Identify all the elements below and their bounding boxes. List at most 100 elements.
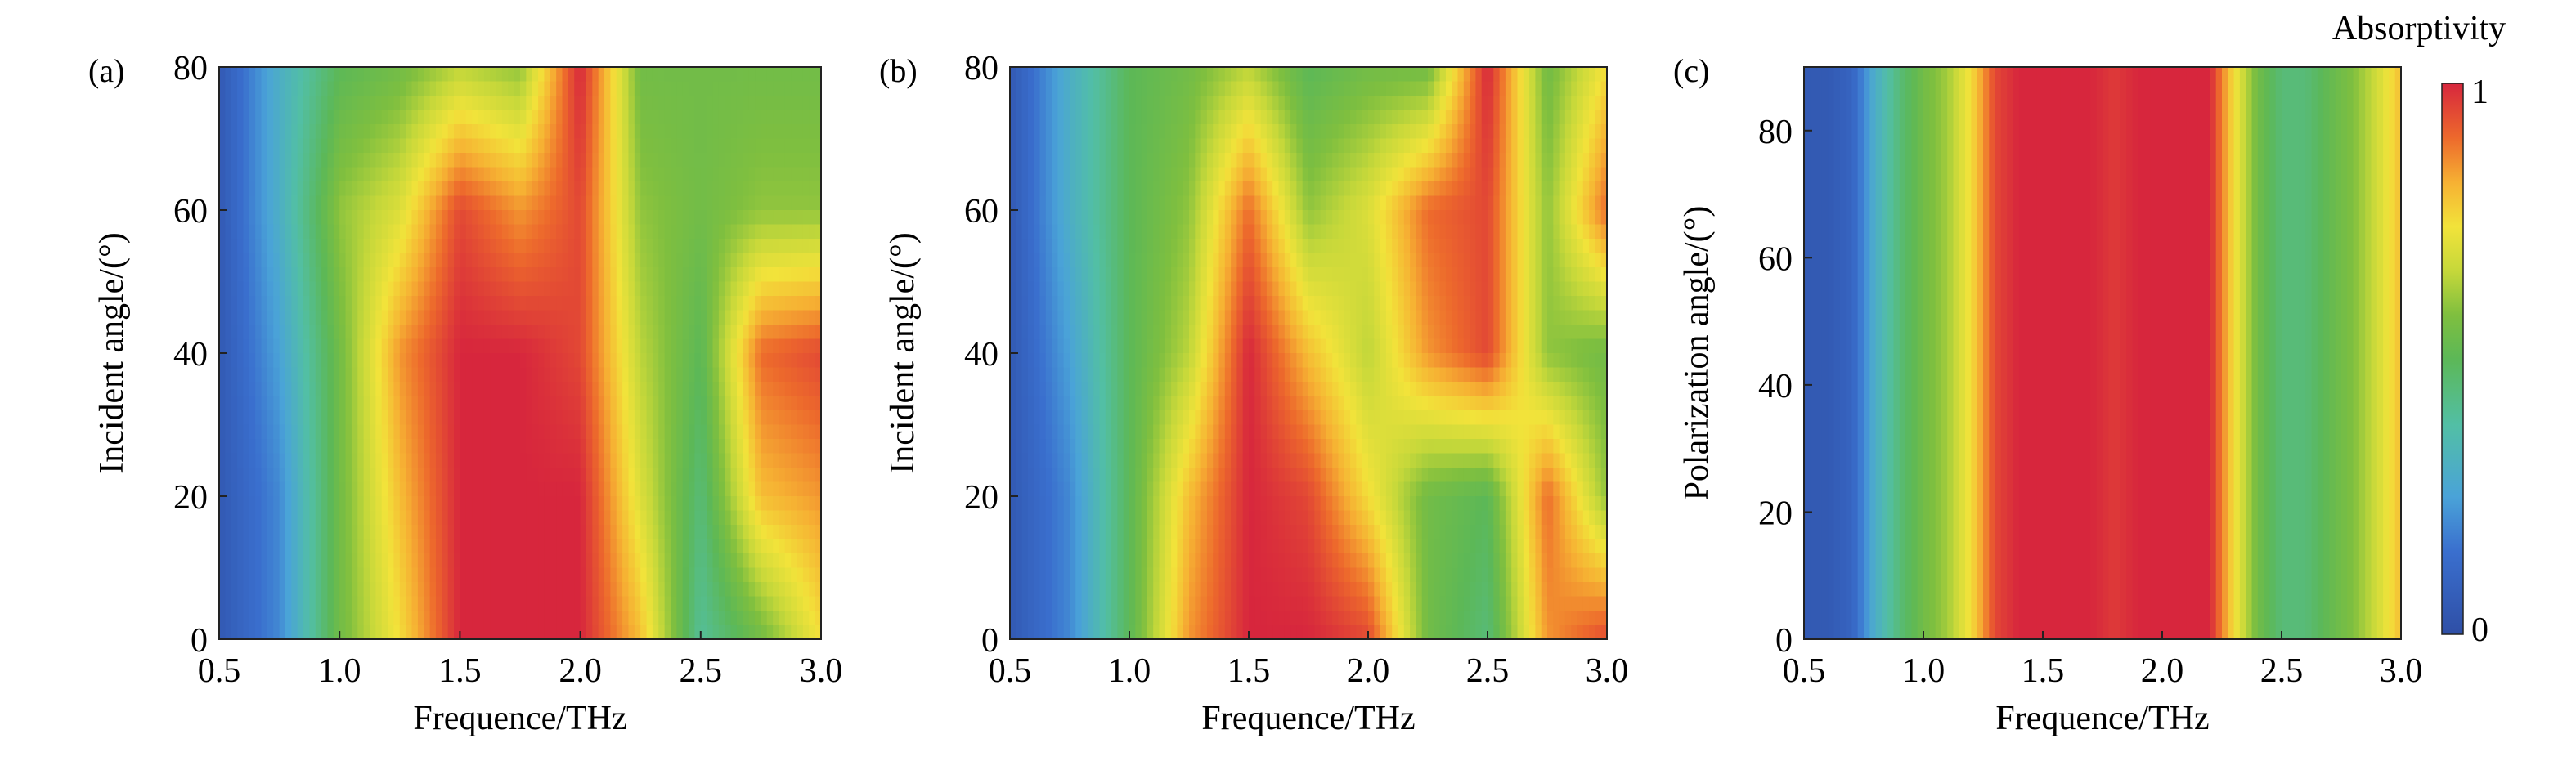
heatmap-cell (352, 353, 358, 368)
heatmap-cell (586, 511, 593, 526)
heatmap-cell (1392, 96, 1398, 110)
heatmap-cell (1314, 110, 1321, 125)
heatmap-cell (316, 396, 322, 411)
heatmap-cell (749, 210, 756, 225)
heatmap-cell (262, 139, 268, 154)
heatmap-cell (346, 611, 352, 625)
heatmap-cell (653, 611, 659, 625)
heatmap-cell (1213, 139, 1219, 154)
heatmap-cell (321, 482, 328, 497)
heatmap-cell (622, 67, 629, 82)
heatmap-cell (761, 210, 767, 225)
heatmap-cell (496, 396, 503, 411)
heatmap-cell (255, 625, 262, 640)
heatmap-cell (767, 82, 774, 96)
heatmap-cell (628, 168, 635, 182)
heatmap-cell (502, 525, 509, 539)
heatmap-cell (707, 553, 713, 568)
heatmap-cell (1380, 196, 1387, 211)
heatmap-cell (1314, 196, 1321, 211)
heatmap-cell (1117, 168, 1124, 182)
heatmap-cell (526, 511, 532, 526)
heatmap-cell (574, 139, 581, 154)
heatmap-cell (393, 110, 400, 125)
heatmap-cell (478, 311, 484, 325)
heatmap-cell (303, 196, 310, 211)
heatmap-cell (327, 267, 334, 282)
heatmap-cell (412, 296, 419, 311)
heatmap-cell (1249, 82, 1255, 96)
heatmap-cell (400, 325, 406, 339)
heatmap-cell (508, 210, 514, 225)
heatmap-cell (1064, 196, 1070, 211)
heatmap-cell (574, 196, 581, 211)
heatmap-cell (568, 439, 575, 454)
heatmap-cell (502, 353, 509, 368)
heatmap-cell (436, 368, 442, 383)
heatmap-cell (719, 253, 725, 268)
heatmap-cell (352, 597, 358, 611)
heatmap-cell (472, 239, 478, 253)
heatmap-cell (737, 468, 743, 482)
heatmap-cell (544, 282, 550, 297)
heatmap-cell (219, 582, 226, 597)
heatmap-cell (1064, 181, 1070, 196)
heatmap-cell (1171, 181, 1178, 196)
heatmap-cell (725, 511, 731, 526)
heatmap-cell (676, 311, 683, 325)
heatmap-cell (1595, 82, 1601, 96)
heatmap-cell (719, 482, 725, 497)
heatmap-cell (237, 425, 244, 440)
heatmap-cell (1093, 139, 1100, 154)
heatmap-cell (291, 210, 298, 225)
heatmap-cell (472, 525, 478, 539)
heatmap-cell (1064, 67, 1070, 82)
heatmap-cell (610, 625, 617, 640)
heatmap-cell (719, 67, 725, 82)
heatmap-cell (1213, 67, 1219, 82)
heatmap-cell (460, 210, 466, 225)
heatmap-cell (231, 110, 238, 125)
heatmap-cell (731, 153, 738, 168)
heatmap-cell (622, 396, 629, 411)
heatmap-cell (454, 368, 460, 383)
heatmap-cell (731, 139, 738, 154)
heatmap-cell (1279, 196, 1286, 211)
heatmap-cell (460, 454, 466, 468)
heatmap-cell (1040, 153, 1047, 168)
heatmap-cell (466, 325, 473, 339)
heatmap-cell (628, 139, 635, 154)
heatmap-cell (526, 139, 532, 154)
heatmap-cell (526, 225, 532, 240)
heatmap-cell (520, 282, 527, 297)
heatmap-cell (622, 410, 629, 425)
heatmap-cell (478, 153, 484, 168)
heatmap-cell (375, 267, 382, 282)
heatmap-cell (610, 282, 617, 297)
heatmap-cell (671, 139, 677, 154)
heatmap-cell (316, 239, 322, 253)
heatmap-cell (586, 296, 593, 311)
heatmap-cell (1213, 110, 1219, 125)
heatmap-cell (1075, 124, 1082, 139)
heatmap-cell (701, 225, 707, 240)
heatmap-cell (346, 353, 352, 368)
heatmap-cell (701, 311, 707, 325)
heatmap-cell (1117, 196, 1124, 211)
heatmap-cell (803, 296, 810, 311)
heatmap-cell (514, 210, 521, 225)
heatmap-cells-a (219, 67, 822, 640)
heatmap-cell (1488, 181, 1494, 196)
heatmap-cell (694, 525, 701, 539)
heatmap-cell (538, 253, 545, 268)
heatmap-cell (484, 410, 491, 425)
heatmap-cell (1160, 168, 1166, 182)
heatmap-cell (767, 225, 774, 240)
heatmap-cell (761, 325, 767, 339)
heatmap-cell (1410, 67, 1416, 82)
heatmap-cell (694, 253, 701, 268)
heatmap-cell (280, 582, 286, 597)
heatmap-cell (454, 597, 460, 611)
heatmap-cell (1488, 168, 1494, 182)
heatmap-cell (303, 396, 310, 411)
